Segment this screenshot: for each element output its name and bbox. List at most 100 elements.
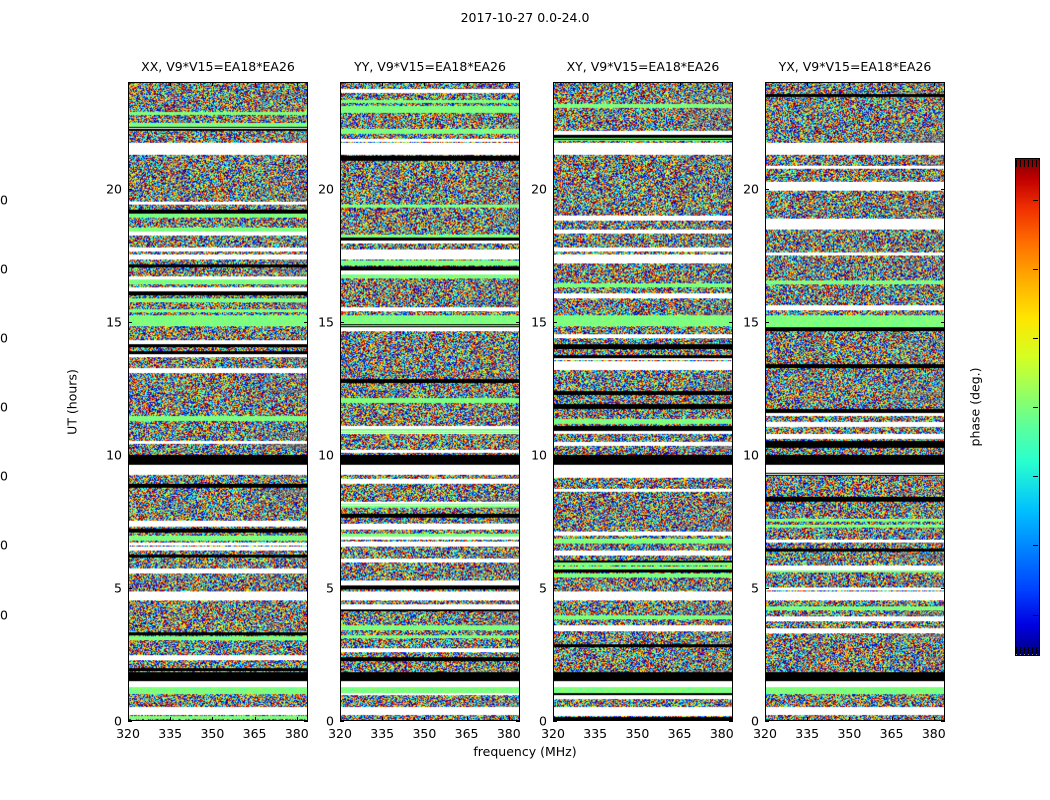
- x-tick-label: 320: [753, 726, 777, 741]
- x-tick-mark: [595, 717, 597, 721]
- y-tick-mark: [765, 188, 769, 190]
- panel-title-xy: XY, V9*V15=EA18*EA26: [566, 59, 720, 74]
- panel-title-yy: YY, V9*V15=EA18*EA26: [354, 59, 506, 74]
- x-tick-mark: [721, 82, 723, 86]
- heatmap-raster-yx: [766, 83, 944, 720]
- y-tick-label: 0: [326, 713, 334, 729]
- x-tick-label: 320: [328, 726, 352, 741]
- y-tick-label: 5: [751, 580, 759, 596]
- y-tick-mark: [941, 321, 945, 323]
- y-tick-mark: [553, 188, 557, 190]
- y-tick-label: 5: [539, 580, 547, 596]
- y-tick-mark: [516, 321, 520, 323]
- x-tick-mark: [765, 717, 766, 721]
- y-tick-mark: [516, 721, 520, 722]
- heatmap-panel-xx[interactable]: [128, 82, 308, 721]
- x-tick-mark: [340, 717, 341, 721]
- x-tick-mark: [849, 717, 851, 721]
- x-tick-label: 320: [541, 726, 565, 741]
- colorbar-tick-mark: [1033, 337, 1038, 339]
- figure-suptitle: 2017-10-27 0.0-24.0: [460, 10, 590, 25]
- x-tick-mark: [254, 717, 256, 721]
- colorbar-tick-label: 100: [0, 261, 8, 277]
- y-tick-label: 0: [539, 713, 547, 729]
- y-tick-mark: [765, 321, 769, 323]
- y-tick-mark: [340, 454, 344, 456]
- y-tick-label: 15: [531, 314, 547, 330]
- colorbar-tick-mark: [1033, 614, 1038, 616]
- x-tick-mark: [296, 717, 298, 721]
- colorbar-tick-label: 0: [0, 399, 8, 415]
- x-tick-mark: [933, 82, 935, 86]
- x-tick-label: 365: [667, 726, 692, 741]
- y-tick-mark: [340, 188, 344, 190]
- y-tick-label: 15: [743, 314, 759, 330]
- heatmap-panel-yx[interactable]: [765, 82, 945, 721]
- x-tick-mark: [891, 717, 893, 721]
- y-tick-label: 0: [114, 713, 122, 729]
- x-tick-mark: [679, 717, 681, 721]
- x-tick-label: 380: [284, 726, 309, 741]
- x-tick-mark: [424, 717, 426, 721]
- y-tick-label: 10: [318, 447, 334, 463]
- x-tick-label: 320: [116, 726, 140, 741]
- x-tick-mark: [382, 717, 384, 721]
- y-tick-mark: [765, 721, 769, 722]
- colorbar-tick-label: -50: [0, 468, 8, 484]
- y-tick-mark: [340, 321, 344, 323]
- colorbar-tick-mark: [1033, 268, 1038, 270]
- x-tick-mark: [296, 82, 298, 86]
- x-tick-mark: [595, 82, 597, 86]
- x-tick-mark: [807, 717, 809, 721]
- y-tick-mark: [340, 587, 344, 589]
- colorbar-over-hatch: [1016, 160, 1039, 167]
- x-tick-label: 365: [879, 726, 904, 741]
- y-tick-mark: [729, 587, 733, 589]
- y-tick-mark: [729, 454, 733, 456]
- heatmap-raster-xy: [554, 83, 732, 720]
- y-tick-mark: [128, 321, 132, 323]
- y-tick-mark: [128, 454, 132, 456]
- y-tick-mark: [765, 454, 769, 456]
- heatmap-panel-yy[interactable]: [340, 82, 520, 721]
- y-tick-mark: [729, 321, 733, 323]
- y-tick-label: 5: [114, 580, 122, 596]
- x-tick-label: 380: [709, 726, 734, 741]
- colorbar-tick-mark: [1033, 476, 1038, 478]
- x-tick-mark: [254, 82, 256, 86]
- y-tick-mark: [304, 188, 308, 190]
- x-tick-mark: [424, 82, 426, 86]
- colorbar-tick-mark: [1033, 545, 1038, 547]
- y-tick-mark: [304, 454, 308, 456]
- x-tick-label: 380: [496, 726, 521, 741]
- y-tick-mark: [553, 721, 557, 722]
- x-tick-label: 335: [370, 726, 395, 741]
- x-tick-mark: [933, 717, 935, 721]
- heatmap-raster-xx: [129, 83, 307, 720]
- y-tick-label: 20: [318, 181, 334, 196]
- y-tick-label: 20: [106, 181, 122, 196]
- colorbar-tick-label: 150: [0, 192, 8, 207]
- x-tick-mark: [466, 82, 468, 86]
- x-axis-label: frequency (MHz): [473, 744, 577, 759]
- x-tick-label: 365: [454, 726, 479, 741]
- x-tick-mark: [765, 82, 766, 86]
- y-tick-label: 10: [106, 447, 122, 463]
- x-tick-mark: [212, 717, 214, 721]
- x-tick-mark: [128, 717, 129, 721]
- colorbar-tick-mark: [1033, 407, 1038, 408]
- x-tick-label: 335: [158, 726, 183, 741]
- y-tick-label: 15: [106, 314, 122, 330]
- x-tick-mark: [340, 82, 341, 86]
- y-tick-mark: [941, 587, 945, 589]
- y-tick-mark: [340, 721, 344, 722]
- x-tick-label: 335: [583, 726, 608, 741]
- heatmap-panel-xy[interactable]: [553, 82, 733, 721]
- colorbar-tick-label: -100: [0, 537, 8, 553]
- x-tick-label: 350: [625, 726, 650, 741]
- x-tick-mark: [128, 82, 129, 86]
- y-tick-mark: [553, 321, 557, 323]
- x-tick-label: 350: [412, 726, 437, 741]
- x-tick-mark: [637, 717, 639, 721]
- y-tick-mark: [729, 721, 733, 722]
